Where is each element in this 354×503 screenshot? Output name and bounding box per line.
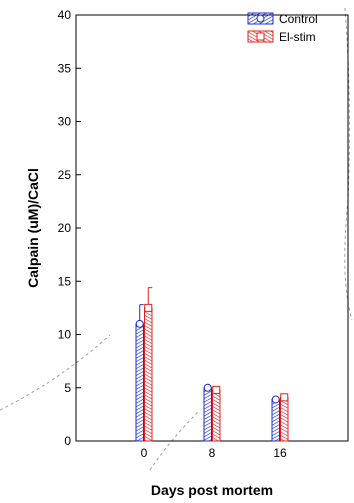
x-axis-title: Days post mortem: [151, 482, 273, 498]
mean-marker: [212, 385, 221, 394]
y-tick-label: 0: [64, 434, 71, 448]
y-tick-label: 25: [58, 168, 72, 182]
mean-marker: [135, 319, 144, 328]
background-dashed-strokes: [0, 7, 353, 471]
legend-marker-elstim: [256, 32, 265, 41]
y-tick-label: 5: [64, 381, 71, 395]
legend-label-control: Control: [279, 12, 318, 26]
y-axis-title: Calpain (uM)/CaCl: [25, 168, 41, 288]
bar-series: [135, 287, 289, 442]
bar-el-stim-0: [144, 307, 153, 442]
x-tick-label: 8: [209, 446, 216, 460]
legend: Control El-stim: [247, 12, 318, 44]
x-tick-label: 16: [273, 446, 287, 460]
y-tick-label: 35: [58, 61, 72, 75]
mean-marker: [144, 303, 153, 312]
x-tick-label: 0: [141, 446, 148, 460]
y-tick-label: 20: [58, 221, 72, 235]
bar-el-stim-8: [212, 389, 221, 442]
mean-marker: [280, 393, 289, 402]
bar-control-8: [203, 387, 212, 442]
y-tick-label: 30: [58, 115, 72, 129]
y-axis-ticks: 0 5 10 15 20 25 30 35 40: [58, 8, 81, 448]
mean-marker: [203, 383, 212, 392]
bar-el-stim-16: [280, 396, 289, 442]
y-tick-label: 10: [58, 328, 72, 342]
y-tick-label: 40: [58, 8, 72, 22]
bar-control-0: [135, 323, 144, 442]
legend-marker-control: [256, 14, 265, 23]
bar-control-16: [271, 398, 280, 442]
legend-label-elstim: El-stim: [279, 30, 316, 44]
plot-area-frame: [75, 14, 349, 442]
y-tick-label: 15: [58, 274, 72, 288]
mean-marker: [271, 395, 280, 404]
